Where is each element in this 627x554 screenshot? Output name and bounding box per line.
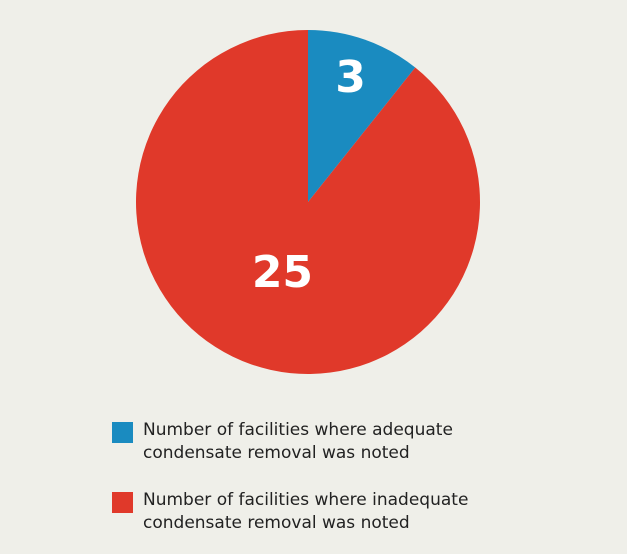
pie-slice bbox=[308, 30, 416, 202]
legend-label: Number of facilities where inadequate co… bbox=[143, 490, 469, 533]
legend-swatch bbox=[112, 422, 133, 443]
pie-slice bbox=[135, 30, 480, 374]
legend-swatch bbox=[112, 492, 133, 513]
legend-label: Number of facilities where adequate cond… bbox=[143, 420, 453, 463]
legend-item: Number of facilities where inadequate co… bbox=[112, 489, 492, 535]
legend-item: Number of facilities where adequate cond… bbox=[112, 419, 492, 465]
slice-label: 3 bbox=[335, 52, 366, 103]
slice-label: 25 bbox=[252, 247, 313, 298]
pie-area: 3 25 bbox=[135, 30, 480, 374]
